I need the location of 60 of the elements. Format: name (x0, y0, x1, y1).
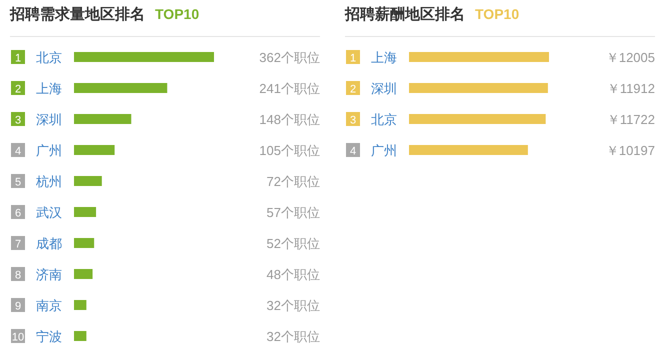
y-tick-label: 南京 (36, 298, 62, 313)
bar (74, 269, 93, 279)
rank-badge: 1 (346, 50, 360, 64)
data-label: 105个职位 (259, 143, 320, 158)
y-tick-label: 北京 (371, 112, 397, 127)
data-label: 48个职位 (266, 267, 320, 282)
rank-badge: 1 (11, 50, 25, 64)
bar (409, 145, 528, 155)
y-tick-label: 北京 (36, 50, 62, 65)
data-label: 241个职位 (259, 81, 320, 96)
y-tick-label: 深圳 (36, 112, 62, 127)
bar (74, 114, 132, 124)
rank-badge: 5 (11, 174, 25, 188)
chart-subtitle: TOP10 (155, 6, 200, 22)
bar (74, 145, 115, 155)
y-tick-label: 广州 (371, 143, 397, 158)
data-label: 148个职位 (259, 112, 320, 127)
data-label: 57个职位 (266, 205, 320, 220)
y-tick-label: 深圳 (371, 81, 397, 96)
bar (74, 238, 94, 248)
y-tick-label: 济南 (36, 267, 62, 282)
y-tick-label: 杭州 (35, 174, 62, 189)
data-label: 362个职位 (259, 50, 320, 65)
data-label: 72个职位 (266, 174, 320, 189)
bar (74, 331, 86, 341)
data-label: 32个职位 (266, 329, 320, 344)
rank-badge: 4 (346, 143, 360, 158)
bar (74, 207, 96, 217)
data-label: ￥10197 (606, 143, 655, 158)
bar (74, 83, 168, 93)
bar (409, 114, 546, 124)
bar (74, 176, 102, 186)
chart-subtitle: TOP10 (475, 6, 520, 22)
chart-title: 招聘需求量地区排名 (9, 6, 145, 23)
data-label: ￥12005 (606, 50, 655, 65)
bar (409, 83, 548, 93)
bar (409, 52, 549, 62)
bar (74, 300, 86, 310)
data-label: ￥11722 (606, 112, 655, 127)
rank-badge: 3 (11, 112, 25, 126)
rank-badge: 7 (11, 236, 25, 250)
y-tick-label: 武汉 (36, 205, 62, 220)
rank-badge: 10 (11, 329, 25, 344)
data-label: 32个职位 (266, 298, 320, 313)
rank-badge: 3 (346, 112, 360, 126)
rank-badge: 9 (11, 298, 25, 312)
y-tick-label: 上海 (36, 81, 62, 96)
rank-badge: 4 (11, 143, 25, 158)
y-tick-label: 宁波 (36, 329, 62, 344)
rank-badge: 8 (11, 267, 25, 282)
data-label: 52个职位 (266, 236, 320, 251)
y-tick-label: 成都 (36, 236, 62, 251)
y-tick-label: 广州 (36, 143, 62, 158)
rank-badge: 6 (11, 205, 25, 220)
y-tick-label: 上海 (371, 50, 397, 65)
rank-badge: 2 (11, 81, 25, 96)
data-label: ￥11912 (606, 81, 655, 96)
bar (74, 52, 214, 62)
rank-badge: 2 (346, 81, 360, 96)
chart-title: 招聘薪酬地区排名 (344, 6, 465, 23)
